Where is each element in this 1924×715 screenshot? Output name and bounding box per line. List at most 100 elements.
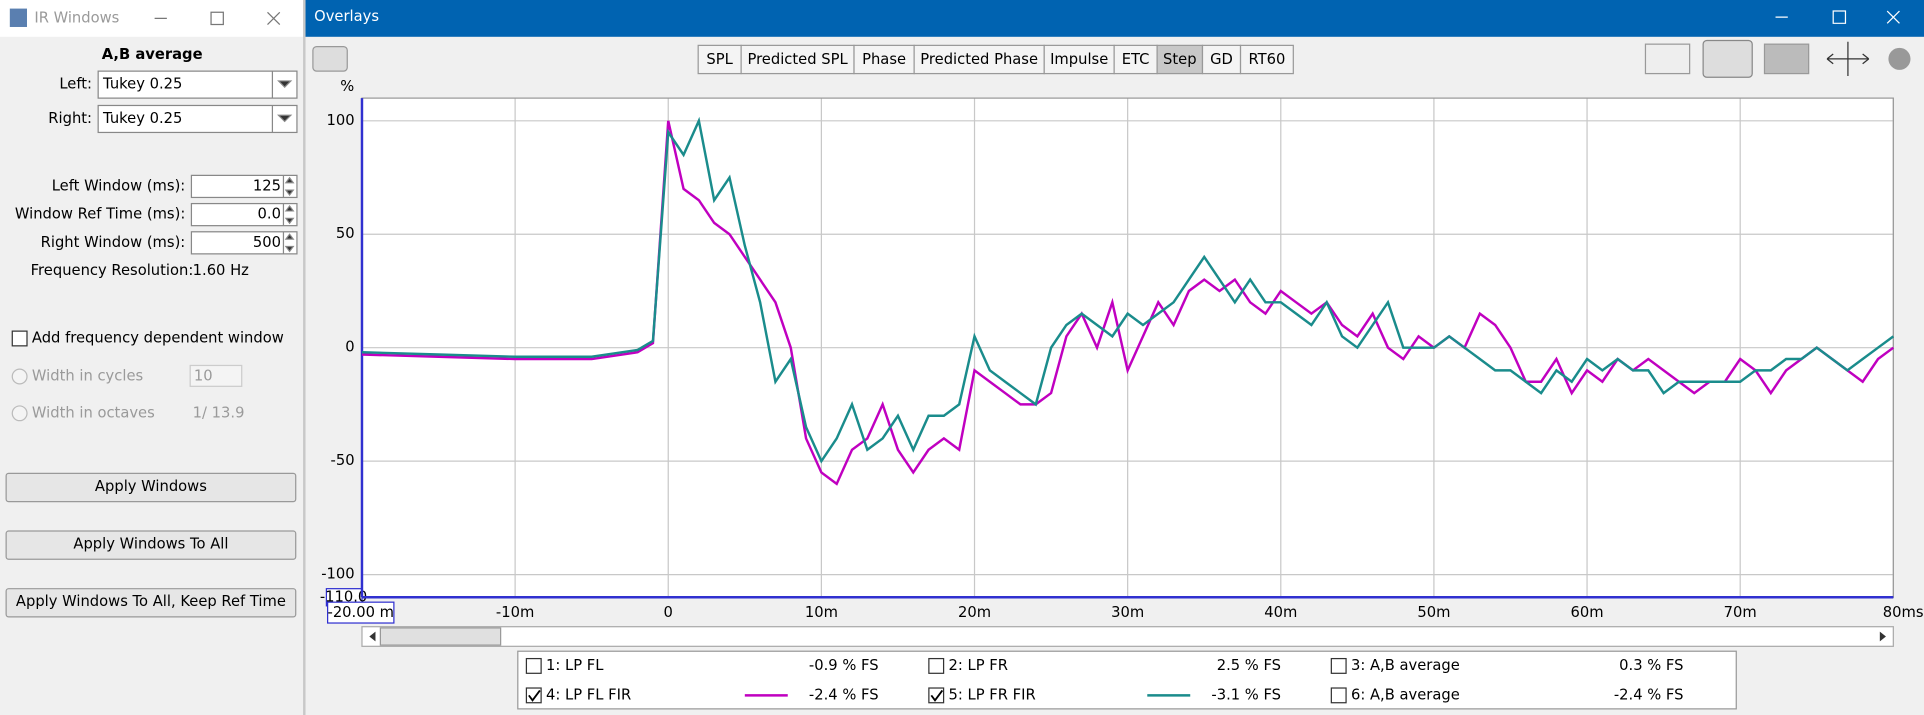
window-title: Overlays (314, 8, 379, 25)
app-icon (9, 8, 27, 27)
cycles-value: 10 (194, 368, 213, 385)
field-value: 0.0 (258, 206, 281, 223)
trace-readout: 0.3 % FS (1619, 657, 1683, 674)
left-combo[interactable] (97, 70, 298, 99)
button[interactable] (5, 472, 297, 503)
y-tick-label: 50 (336, 225, 355, 242)
y-tick-label: 0 (345, 339, 354, 356)
tab-label: Predicted SPL (747, 51, 848, 68)
radio[interactable] (11, 368, 28, 385)
trace-name: 5: LP FR FIR (949, 686, 1036, 703)
x-tick-label: 60m (1571, 604, 1604, 621)
tab-label: RT60 (1248, 51, 1285, 68)
right-value: Tukey 0.25 (102, 110, 182, 127)
spin-arrows (282, 203, 295, 226)
tab[interactable] (1043, 44, 1115, 75)
x-tick-label: -20.00 m (328, 604, 394, 621)
tabs: SPL Predicted SPL Phase Predicted Phase Impu… (697, 44, 1294, 75)
legend-items: 1: LP FL -0.9 % FS 2: LP FR 2.5 % FS 3: A,B … (525, 657, 1684, 704)
radio[interactable] (11, 405, 28, 422)
octaves-label: Width in octaves (32, 404, 155, 421)
button-label: Apply Windows (95, 478, 207, 495)
button[interactable] (5, 530, 297, 560)
y-tick-label: -50 (331, 452, 355, 469)
field-value: 125 (253, 177, 281, 194)
trace-name: 3: A,B average (1351, 657, 1460, 674)
right-combo[interactable] (97, 104, 298, 134)
scrollbar[interactable] (361, 626, 1894, 647)
axis-min-box (327, 601, 395, 624)
trace-checkbox[interactable] (928, 687, 945, 704)
trace-readout: -2.4 % FS (809, 686, 879, 703)
window-controls[interactable] (1775, 10, 1900, 24)
trace-checkbox[interactable] (525, 687, 542, 704)
resolution-value: 1.60 Hz (193, 262, 250, 279)
cycles-label: Width in cycles (32, 368, 143, 385)
spinner[interactable] (190, 174, 298, 199)
button-label: Apply Windows To All, Keep Ref Time (16, 593, 286, 610)
settings-button[interactable] (1888, 47, 1911, 70)
scroll-thumb[interactable] (379, 627, 502, 646)
x-tick-label: 40m (1264, 604, 1297, 621)
x-tick-label: -10m (496, 604, 534, 621)
cycles-spinner[interactable] (189, 364, 243, 387)
check-mark (528, 689, 541, 702)
tab[interactable] (1239, 44, 1294, 75)
x-tick-label: 20m (958, 604, 991, 621)
tab-label: Predicted Phase (920, 51, 1038, 68)
spinner[interactable] (190, 231, 298, 255)
spin-arrows (282, 231, 295, 254)
check-mark (930, 689, 944, 702)
trace-checkbox[interactable] (1330, 687, 1347, 704)
button-label: Apply Windows To All (73, 536, 228, 553)
right-label: Right: (48, 110, 92, 127)
y-tick-label: 100 (327, 112, 355, 129)
y-tick-label: -100 (321, 566, 354, 583)
tab-label: SPL (706, 51, 733, 68)
trace-readout: -0.9 % FS (809, 657, 879, 674)
data-line (361, 116, 1895, 464)
tab[interactable] (1113, 44, 1158, 75)
y-unit: % (340, 78, 354, 95)
trace-checkbox[interactable] (525, 657, 542, 674)
octaves-value: 1/ 13.9 (193, 404, 245, 421)
legend (517, 650, 1737, 710)
combo-arrow (271, 105, 293, 133)
resolution-label: Frequency Resolution: (31, 262, 194, 279)
icon-button[interactable] (1763, 43, 1810, 75)
field-value: 500 (253, 234, 281, 251)
tab[interactable] (1201, 44, 1242, 75)
buttons: Apply Windows Apply Windows To All Apply W… (5, 472, 297, 618)
button[interactable] (5, 588, 297, 618)
trace-checkbox[interactable] (1330, 657, 1347, 674)
trace-checkbox[interactable] (928, 657, 945, 674)
spinner[interactable] (190, 202, 298, 227)
icon-button[interactable] (1702, 39, 1753, 78)
camera-button[interactable] (312, 45, 348, 72)
x-tick-label: 30m (1111, 604, 1144, 621)
field-label: Right Window (ms): (41, 234, 186, 251)
y-tick-label: -110.0 (320, 588, 367, 605)
left-label: Left: (59, 76, 92, 93)
tab-label: Impulse (1050, 51, 1108, 68)
window-title: IR Windows (34, 9, 119, 26)
x-tick-label: 70m (1724, 604, 1757, 621)
tab-label: Step (1163, 51, 1197, 68)
checkbox[interactable] (11, 330, 28, 347)
x-tick-label: 0 (664, 604, 673, 621)
x-tick-label: 80ms (1883, 604, 1924, 621)
spin-arrows (282, 175, 295, 198)
title-bar (0, 0, 304, 37)
trace-readout: -3.1 % FS (1211, 686, 1281, 703)
tab-label: Phase (862, 51, 906, 68)
window-controls[interactable] (154, 11, 281, 26)
field-label: Window Ref Time (ms): (15, 206, 185, 223)
trace-readout: 2.5 % FS (1217, 657, 1281, 674)
trace-name: 1: LP FL (546, 657, 604, 674)
field-label: Left Window (ms): (52, 177, 186, 194)
icon-button[interactable] (1644, 43, 1691, 75)
trace-name: 4: LP FL FIR (546, 686, 631, 703)
icon-button[interactable] (1826, 41, 1870, 77)
divider (303, 0, 306, 715)
